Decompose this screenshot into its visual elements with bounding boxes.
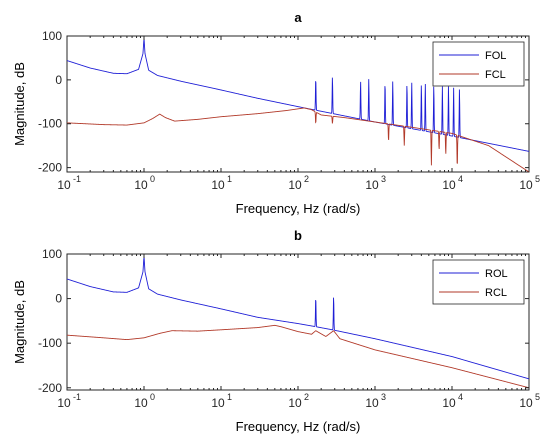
x-tick-label: 10 xyxy=(134,178,148,192)
x-tick-exponent: 0 xyxy=(150,392,155,402)
x-tick-exponent: 3 xyxy=(381,392,386,402)
x-tick-exponent: 2 xyxy=(304,174,309,184)
x-tick-label: 10 xyxy=(442,178,456,192)
legend-box xyxy=(432,41,525,87)
x-axis-label: Frequency, Hz (rad/s) xyxy=(236,201,361,216)
legend-label: RCL xyxy=(485,287,507,299)
legend-box xyxy=(432,259,525,305)
x-tick-exponent: 1 xyxy=(227,174,232,184)
y-axis-label: Magnitude, dB xyxy=(12,280,27,364)
y-tick-label: -200 xyxy=(38,381,62,395)
x-tick-label: 10 xyxy=(211,178,225,192)
x-tick-label: 10 xyxy=(442,396,456,410)
y-tick-label: 100 xyxy=(42,247,62,261)
y-tick-label: 0 xyxy=(55,292,62,306)
x-tick-label: 10 xyxy=(519,396,533,410)
x-tick-label: 10 xyxy=(211,396,225,410)
x-tick-label: 10 xyxy=(288,178,302,192)
x-tick-exponent: 1 xyxy=(227,392,232,402)
x-tick-exponent: -1 xyxy=(73,392,81,402)
x-tick-label: 10 xyxy=(365,396,379,410)
series-line-fcl xyxy=(67,107,529,172)
x-tick-exponent: 4 xyxy=(458,392,463,402)
legend-label: ROL xyxy=(485,268,508,280)
x-tick-exponent: 5 xyxy=(535,392,540,402)
x-tick-exponent: 4 xyxy=(458,174,463,184)
x-tick-exponent: 0 xyxy=(150,174,155,184)
y-tick-label: 0 xyxy=(55,73,62,87)
x-axis-label: Frequency, Hz (rad/s) xyxy=(236,419,361,434)
y-tick-label: -100 xyxy=(38,117,62,131)
x-tick-exponent: 5 xyxy=(535,174,540,184)
x-tick-exponent: 2 xyxy=(304,392,309,402)
x-tick-label: 10 xyxy=(519,178,533,192)
panel-title: a xyxy=(294,10,302,25)
x-tick-label: 10 xyxy=(134,396,148,410)
x-tick-exponent: 3 xyxy=(381,174,386,184)
panel-title: b xyxy=(294,228,302,243)
y-tick-label: -100 xyxy=(38,336,62,350)
legend-label: FCL xyxy=(485,69,506,81)
y-tick-label: 100 xyxy=(42,29,62,43)
x-tick-label: 10 xyxy=(57,396,71,410)
legend: FOL FCL xyxy=(432,41,525,87)
legend-label: FOL xyxy=(485,50,506,62)
legend: ROL RCL xyxy=(432,259,525,305)
y-axis-label: Magnitude, dB xyxy=(12,62,27,146)
series-line-rcl xyxy=(67,324,529,389)
x-tick-label: 10 xyxy=(288,396,302,410)
y-tick-label: -200 xyxy=(38,161,62,175)
x-tick-exponent: -1 xyxy=(73,174,81,184)
x-tick-label: 10 xyxy=(365,178,379,192)
x-tick-label: 10 xyxy=(57,178,71,192)
